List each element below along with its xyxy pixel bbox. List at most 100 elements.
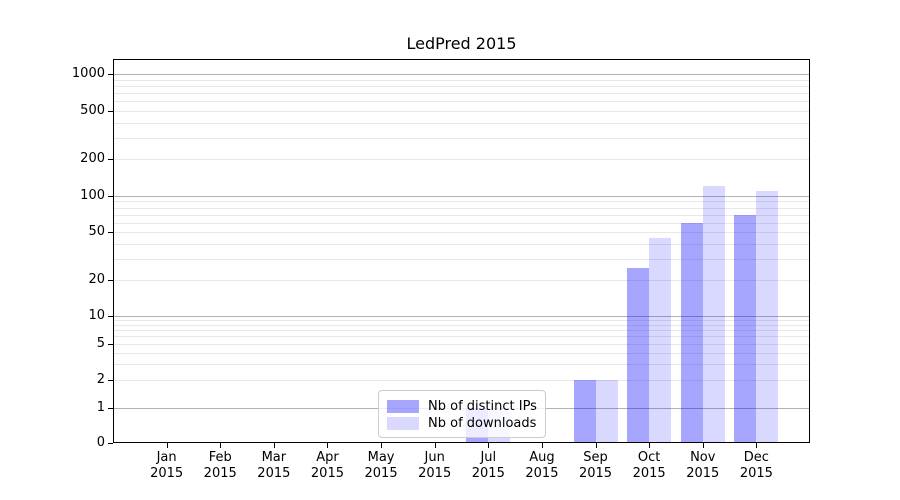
x-tick-mark [595,443,597,448]
x-tick-mark [702,443,704,448]
grid-line-minor [114,343,809,345]
y-axis-tick-label: 50 [88,224,105,240]
legend-swatch-downloads [387,417,419,430]
y-tick-mark [108,159,113,161]
x-axis-tick-label: Jun 2015 [407,450,463,482]
x-label-year: 2015 [150,466,184,481]
y-axis-tick-label: 20 [88,271,105,287]
y-axis-tick-label: 5 [96,335,105,351]
chart-title: LedPred 2015 [406,34,517,53]
y-tick-mark [108,196,113,197]
legend-swatch-distinct-ips [387,400,419,413]
y-tick-mark [108,408,113,409]
bar-downloads [702,186,725,442]
x-tick-mark [273,443,275,448]
y-tick-mark [108,74,113,75]
grid-line-minor [114,243,809,245]
y-axis-tick-label: 10 [88,308,105,323]
grid-line-minor [114,159,809,161]
legend-label-downloads: Nb of downloads [428,416,537,431]
x-label-month: Oct [637,450,661,465]
x-axis-tick-label: Nov 2015 [675,450,731,482]
x-label-year: 2015 [310,466,344,481]
x-label-month: Sep [583,450,608,465]
y-tick-mark [108,232,113,234]
grid-line-minor [114,207,809,209]
grid-line-minor [114,336,809,338]
grid-line-minor [114,352,809,354]
x-tick-mark [327,443,329,448]
y-tick-mark [108,380,113,382]
legend-label-distinct-ips: Nb of distinct IPs [428,399,537,414]
x-label-year: 2015 [578,466,613,481]
x-axis-tick-label: Jan 2015 [139,450,195,482]
x-tick-mark [649,443,651,448]
grid-line-minor [114,364,809,366]
y-axis-tick-label: 1000 [71,66,105,81]
y-tick-mark [108,316,113,317]
grid-line-minor [114,279,809,281]
grid-line-minor [114,330,809,332]
x-axis-tick-label: Aug 2015 [514,450,570,482]
grid-line-minor [114,110,809,112]
grid-line-minor [114,320,809,322]
x-axis-tick-label: Mar 2015 [246,450,302,482]
x-tick-mark [541,443,543,448]
x-tick-mark [756,443,758,448]
x-label-month: Dec [743,450,769,465]
bar-downloads [756,190,779,442]
x-label-month: Jan [156,450,177,465]
bar-downloads [595,380,618,442]
x-label-month: May [367,450,395,465]
legend-entry-downloads: Nb of downloads [387,415,539,432]
y-tick-mark [108,279,113,281]
x-label-year: 2015 [471,466,505,481]
legend-entry-distinct-ips: Nb of distinct IPs [387,398,539,415]
x-tick-mark [488,443,490,448]
grid-line-minor [114,222,809,224]
bar-distinct-ips [627,268,650,442]
x-label-year: 2015 [686,466,720,481]
x-tick-mark [434,443,436,448]
y-axis-tick-label: 200 [80,151,105,167]
grid-line-minor [114,92,809,94]
x-axis-tick-label: Apr 2015 [299,450,355,482]
grid-line-minor [114,137,809,139]
bar-distinct-ips [680,222,703,442]
bar-distinct-ips [734,214,757,442]
x-tick-mark [381,443,383,448]
grid-line-minor [114,79,809,81]
x-label-year: 2015 [364,466,398,481]
y-axis-tick-label: 0 [96,435,105,450]
y-axis-tick-label: 2 [96,372,105,388]
grid-line-minor [114,122,809,124]
y-axis-tick-label: 1 [96,400,105,415]
legend: Nb of distinct IPs Nb of downloads [378,390,546,438]
grid-line-minor [114,201,809,203]
y-tick-mark [108,443,113,444]
x-label-year: 2015 [632,466,666,481]
x-tick-mark [166,443,168,448]
grid-line-minor [114,380,809,382]
x-label-month: Nov [690,450,716,465]
y-axis-tick-label: 100 [80,188,105,203]
y-tick-mark [108,343,113,345]
x-label-month: Jun [424,450,445,465]
grid-line-major [114,74,809,75]
x-label-year: 2015 [739,466,773,481]
grid-line-minor [114,324,809,326]
x-label-month: Aug [529,450,555,465]
y-tick-mark [108,110,113,112]
grid-line-minor [114,258,809,260]
grid-line-major [114,316,809,317]
x-label-month: Jul [480,450,497,465]
x-axis-tick-label: Jul 2015 [460,450,516,482]
x-label-year: 2015 [203,466,237,481]
grid-line-minor [114,232,809,234]
grid-line-minor [114,85,809,87]
y-axis-tick-label: 500 [80,102,105,118]
x-axis-tick-label: May 2015 [353,450,409,482]
x-axis-tick-label: Dec 2015 [728,450,784,482]
x-label-month: Apr [316,450,339,465]
